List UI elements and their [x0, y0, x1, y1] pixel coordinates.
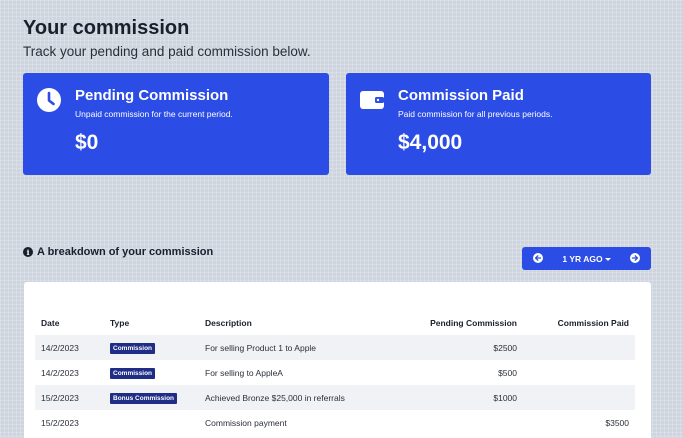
page-subtitle: Track your pending and paid commission b… — [23, 44, 311, 59]
table-row: 14/2/2023 Commission For selling Product… — [35, 335, 635, 360]
commission-paid-card: Commission Paid Paid commission for all … — [346, 73, 651, 175]
column-header-description: Description — [205, 318, 252, 328]
row-date: 14/2/2023 — [35, 335, 104, 360]
row-paid — [523, 360, 635, 385]
row-paid — [523, 385, 635, 410]
period-selector: 1 YR AGO — [522, 247, 651, 270]
wallet-icon — [360, 91, 384, 109]
breakdown-heading: i A breakdown of your commission — [23, 246, 213, 258]
type-badge: Commission — [110, 367, 156, 379]
column-header-pending: Pending Commission — [430, 318, 517, 328]
period-label: 1 YR AGO — [562, 253, 603, 264]
type-badge: Bonus Commission — [110, 392, 178, 404]
row-pending: $500 — [498, 367, 517, 378]
caret-down-icon — [604, 257, 611, 261]
commission-paid-description: Paid commission for all previous periods… — [398, 109, 553, 119]
commission-table-panel: Date Type Description Pending Commission… — [24, 282, 651, 438]
row-description: For selling to AppleA — [205, 367, 283, 378]
row-type: Commission — [104, 360, 199, 385]
previous-period-button[interactable] — [533, 253, 543, 263]
info-icon: i — [23, 247, 33, 257]
row-date: 14/2/2023 — [41, 367, 79, 378]
row-pending: $2500 — [399, 335, 523, 360]
row-date: 15/2/2023 — [41, 417, 79, 428]
table-row: 15/2/2023 Bonus Commission Achieved Bron… — [35, 385, 635, 410]
clock-icon — [37, 88, 61, 112]
pending-commission-card: Pending Commission Unpaid commission for… — [23, 73, 329, 175]
commission-paid-title: Commission Paid — [398, 87, 524, 104]
table-row: 15/2/2023 Commission payment $3500 — [35, 410, 635, 435]
page-title: Your commission — [23, 17, 190, 39]
row-paid: $3500 — [605, 417, 629, 428]
row-description: Achieved Bronze $25,000 in referrals — [199, 385, 399, 410]
row-pending — [399, 410, 523, 435]
column-header-type: Type — [110, 318, 130, 328]
arrow-left-icon — [534, 255, 542, 261]
commission-paid-amount: $4,000 — [398, 131, 463, 154]
row-type — [104, 410, 199, 435]
column-header-date: Date — [41, 318, 60, 328]
breakdown-heading-text: A breakdown of your commission — [37, 246, 214, 258]
type-badge: Commission — [110, 342, 156, 354]
row-description: For selling Product 1 to Apple — [199, 335, 399, 360]
table-header-row: Date Type Description Pending Commission… — [35, 311, 635, 335]
pending-commission-description: Unpaid commission for the current period… — [75, 109, 233, 119]
row-type: Bonus Commission — [104, 385, 199, 410]
pending-commission-title: Pending Commission — [75, 87, 229, 104]
row-type: Commission — [104, 335, 199, 360]
row-paid — [523, 335, 635, 360]
row-date: 15/2/2023 — [35, 385, 104, 410]
next-period-button[interactable] — [630, 253, 640, 263]
row-description: Commission payment — [205, 417, 287, 428]
arrow-right-icon — [631, 255, 639, 261]
table-row: 14/2/2023 Commission For selling to Appl… — [35, 360, 635, 385]
pending-commission-amount: $0 — [75, 131, 99, 154]
commission-table: Date Type Description Pending Commission… — [35, 311, 635, 435]
row-pending: $1000 — [399, 385, 523, 410]
period-dropdown[interactable]: 1 YR AGO — [560, 247, 613, 270]
column-header-paid: Commission Paid — [557, 318, 629, 328]
